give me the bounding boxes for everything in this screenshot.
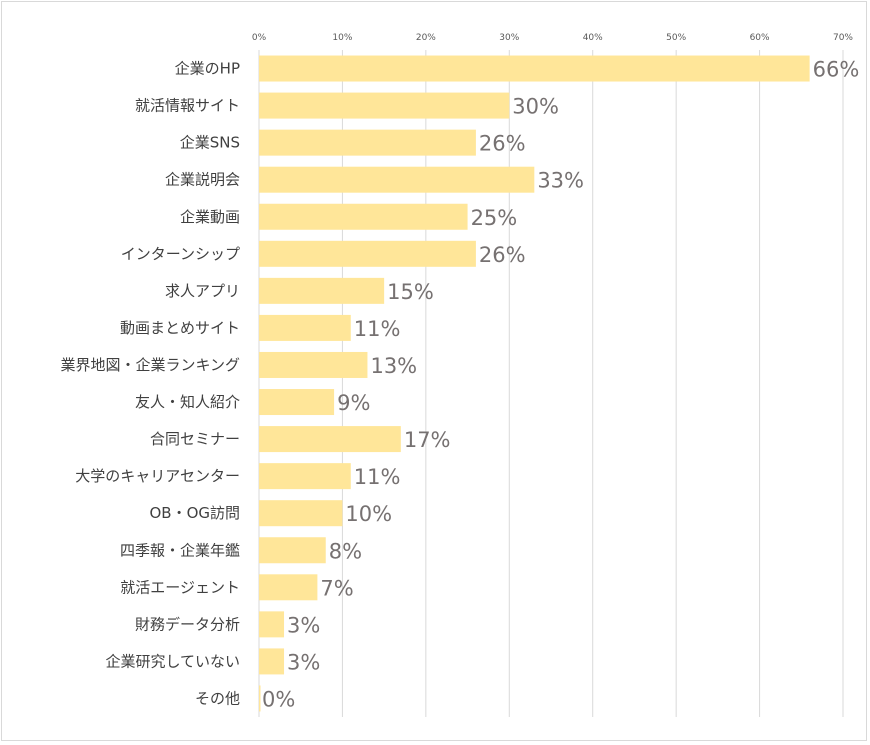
bar [259, 129, 476, 156]
data-label: 8% [329, 539, 362, 563]
category-label: 企業説明会 [165, 171, 240, 189]
bar [259, 55, 810, 82]
category-label: 企業研究していない [105, 652, 240, 670]
bar [259, 240, 476, 267]
category-label: 就活エージェント [120, 578, 240, 596]
bar [259, 277, 385, 304]
category-label: その他 [195, 689, 240, 707]
data-label: 25% [471, 206, 518, 230]
data-label: 7% [320, 576, 353, 600]
bar [259, 203, 468, 230]
bar [259, 648, 285, 675]
bar [259, 166, 535, 193]
category-label: 企業動画 [180, 208, 240, 226]
data-label: 13% [370, 354, 417, 378]
category-label: インターンシップ [121, 245, 240, 263]
category-label: 求人アプリ [165, 282, 240, 300]
data-label: 26% [479, 132, 526, 156]
data-label: 26% [479, 243, 526, 267]
data-label: 3% [287, 613, 320, 637]
category-label: 四季報・企業年鑑 [120, 541, 240, 559]
data-label: 11% [354, 465, 401, 489]
category-label: 就活情報サイト [135, 97, 240, 115]
category-label: 財務データ分析 [135, 615, 240, 633]
bar [259, 314, 351, 341]
bar [259, 611, 285, 638]
data-label: 15% [387, 280, 434, 304]
bar [259, 351, 368, 378]
data-label: 17% [404, 428, 451, 452]
category-label: 動画まとめサイト [120, 319, 240, 337]
category-label: 業界地図・企業ランキング [60, 356, 240, 374]
data-label: 10% [345, 502, 392, 526]
x-tick-label: 70% [833, 33, 853, 43]
category-label: 友人・知人紹介 [135, 393, 240, 411]
x-tick-label: 60% [750, 33, 770, 43]
data-label: 9% [337, 391, 370, 415]
data-label: 33% [537, 169, 584, 193]
data-label: 66% [813, 58, 860, 82]
category-label: OB・OG訪問 [149, 504, 240, 522]
category-label: 企業SNS [180, 134, 240, 152]
data-label: 0% [262, 687, 295, 711]
bar [259, 685, 261, 712]
category-label: 合同セミナー [150, 430, 240, 448]
category-label: 企業のHP [175, 60, 240, 78]
bar [259, 500, 343, 527]
data-label: 3% [287, 650, 320, 674]
x-tick-label: 20% [416, 33, 436, 43]
bar [259, 537, 326, 564]
bar [259, 463, 351, 490]
bar [259, 389, 335, 416]
x-tick-label: 10% [332, 33, 352, 43]
x-tick-label: 0% [252, 33, 267, 43]
data-label: 11% [354, 317, 401, 341]
bar [259, 426, 401, 453]
x-tick-label: 50% [666, 33, 686, 43]
x-tick-label: 40% [583, 33, 603, 43]
bar [259, 574, 318, 601]
category-label: 大学のキャリアセンター [75, 467, 240, 485]
x-tick-label: 30% [499, 33, 519, 43]
data-label: 30% [512, 95, 559, 119]
bar [259, 92, 510, 119]
